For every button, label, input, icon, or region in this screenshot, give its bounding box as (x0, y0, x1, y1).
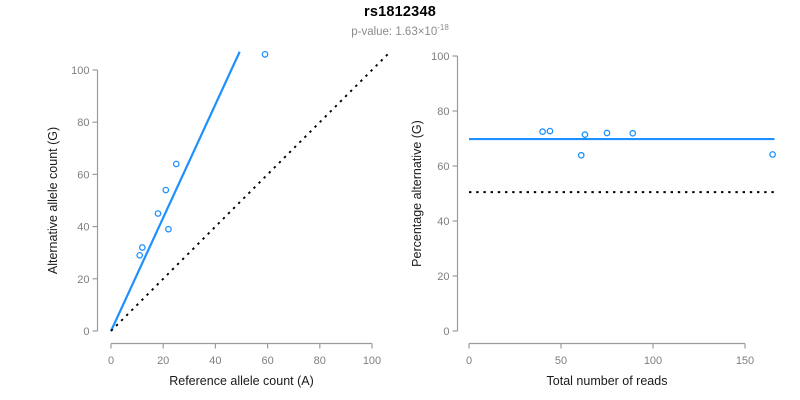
data-point (546, 127, 554, 135)
y-tick-label: 80 (437, 106, 449, 118)
x-tick-label: 50 (555, 355, 567, 367)
data-point (154, 210, 162, 217)
data-point (577, 151, 585, 159)
y-tick-label: 100 (431, 51, 449, 63)
y-axis-title: Percentage alternative (G) (410, 120, 424, 267)
pvalue-subtitle: p-value: 1.63×10-18 (0, 23, 800, 38)
data-point (769, 151, 776, 158)
data-point (581, 131, 589, 138)
y-tick-label: 20 (437, 271, 449, 283)
y-tick-label: 40 (77, 222, 89, 234)
x-tick-label: 80 (314, 355, 326, 367)
page-title: rs1812348 (364, 4, 436, 20)
data-point (603, 129, 611, 137)
data-point (138, 244, 146, 251)
x-tick-label: 60 (261, 355, 273, 367)
data-point (261, 50, 269, 58)
x-axis: 0 50 100 150 Total number of reads (466, 342, 754, 388)
x-tick-label: 40 (209, 355, 221, 367)
y-tick-label: 0 (83, 326, 89, 338)
data-point (136, 251, 144, 259)
data-points (539, 127, 776, 159)
data-point (539, 128, 546, 135)
data-points (136, 50, 269, 259)
x-axis-title: Total number of reads (547, 374, 668, 388)
pvalue-text: p-value: 1.63×10 (351, 25, 438, 38)
y-tick-label: 100 (71, 65, 89, 77)
x-tick-label: 100 (644, 355, 662, 367)
x-axis-title: Reference allele count (A) (169, 374, 314, 388)
y-axis-title: Alternative allele count (G) (46, 127, 60, 274)
y-axis: 0 20 40 60 80 100 Percentage alternative (G) (410, 51, 459, 338)
y-tick-label: 60 (437, 161, 449, 173)
x-axis: 0 20 40 60 80 100 Reference allele count (A) (108, 342, 381, 388)
left-plot: 0 20 40 60 80 100 Reference allele count (A) 0 2… (46, 50, 390, 388)
data-point (172, 160, 180, 168)
pvalue-exponent: -18 (437, 23, 449, 32)
y-tick-label: 60 (77, 169, 89, 181)
data-point (629, 129, 637, 137)
data-point (165, 225, 172, 233)
right-plot: 0 50 100 150 Total number of reads 0 20 40 60 80 1… (410, 51, 776, 388)
identity-line (110, 52, 390, 332)
x-tick-label: 0 (466, 355, 472, 367)
x-tick-label: 100 (363, 355, 381, 367)
y-tick-label: 80 (77, 117, 89, 129)
y-tick-label: 40 (437, 216, 449, 228)
fit-line (110, 51, 241, 332)
y-tick-label: 0 (443, 326, 449, 338)
x-tick-label: 150 (736, 355, 754, 367)
y-tick-label: 20 (77, 274, 89, 286)
y-axis: 0 20 40 60 80 100 Alternative allele count (G) (46, 65, 99, 338)
data-point (162, 186, 170, 194)
x-tick-label: 0 (108, 355, 114, 367)
x-tick-label: 20 (157, 355, 169, 367)
